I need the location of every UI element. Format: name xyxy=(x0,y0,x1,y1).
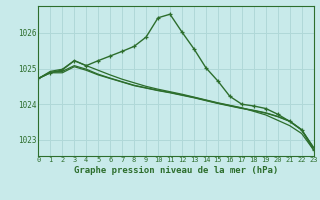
X-axis label: Graphe pression niveau de la mer (hPa): Graphe pression niveau de la mer (hPa) xyxy=(74,166,278,175)
